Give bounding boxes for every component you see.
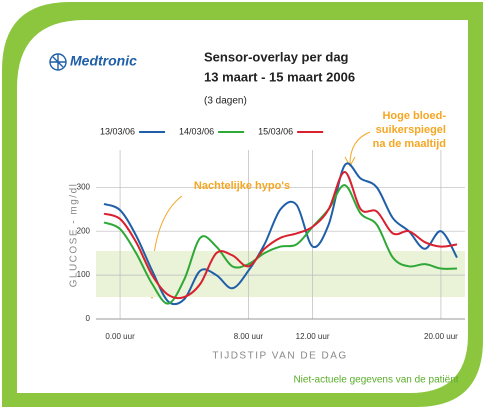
legend-label: 13/03/06 [100,126,135,136]
x-tick-label: 0.00 uur [105,332,135,341]
x-tick-label: 8.00 uur [234,332,264,341]
annotation: na de maaltijd [373,138,446,150]
x-tick-label: 12.00 uur [296,332,330,341]
target-range [96,250,465,298]
annotation: suikerspiegel [376,124,446,136]
annotation: Nachtelijke hypo's [194,180,290,192]
chart-title: Sensor-overlay per dag [204,49,349,64]
chart-subtitle: 13 maart - 15 maart 2006 [204,69,355,84]
logo-icon [49,53,67,71]
x-axis-label: TIJDSTIP VAN DE DAG [212,351,347,362]
brand: Medtronic [70,53,137,69]
series-line [103,184,457,305]
footer: Niet-actuele gegevens van de patiënt [293,375,458,386]
period: (3 dagen) [204,96,247,107]
legend-label: 14/03/06 [179,126,214,136]
y-axis-label: GLUCOSE - mg/dl [69,183,80,288]
arrow [349,131,371,165]
y-tick-label: 200 [77,226,91,235]
y-tick-label: 0 [86,314,91,323]
series-line [103,170,458,300]
annotation: Hoge bloed- [382,110,446,122]
x-tick-label: 20.00 uur [424,332,458,341]
series-line [103,162,458,306]
y-tick-label: 300 [77,182,91,191]
arrow-head [344,156,356,168]
legend-label: 15/03/06 [258,126,293,136]
y-tick-label: 100 [77,270,91,279]
panel [17,20,468,393]
